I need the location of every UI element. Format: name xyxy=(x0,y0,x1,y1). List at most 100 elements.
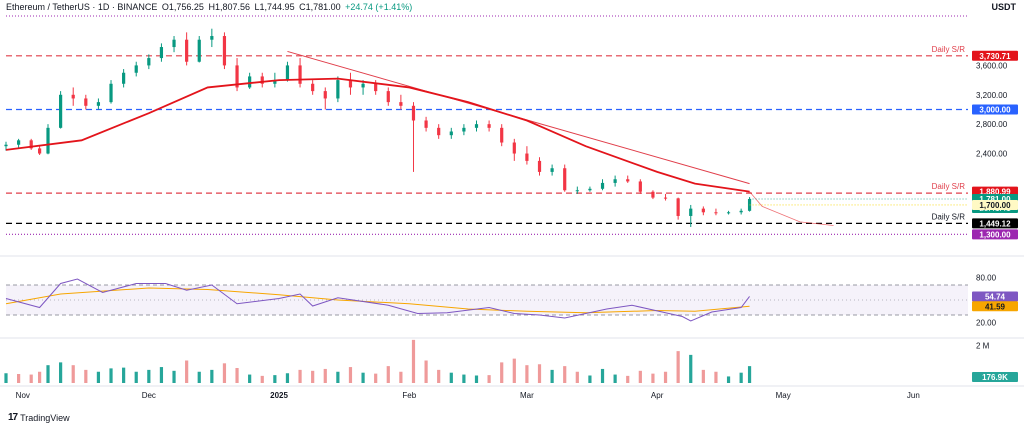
price-tag-label: 1,880.99 xyxy=(979,188,1011,197)
price-tag xyxy=(972,229,1018,240)
volume-bar xyxy=(172,370,176,383)
volume-bar xyxy=(361,372,365,383)
volume-bar xyxy=(676,351,680,383)
candle-body xyxy=(4,144,8,147)
y-tick-label: 3,600.00 xyxy=(976,61,1008,70)
rsi-tag xyxy=(972,301,1018,312)
volume-bar xyxy=(273,375,277,383)
low-value: L1,744.95 xyxy=(254,2,295,12)
volume-bar xyxy=(374,373,378,383)
candle-body xyxy=(651,191,655,198)
candle-body xyxy=(600,182,605,189)
rsi-tag-label: 54.74 xyxy=(985,292,1006,301)
candle-body xyxy=(701,208,705,213)
volume-bar xyxy=(235,368,239,383)
price-tag xyxy=(972,218,1018,229)
candle-body xyxy=(626,179,630,182)
volume-bar xyxy=(613,374,617,383)
candle-body xyxy=(676,198,680,216)
candle-body xyxy=(575,190,579,192)
candle-body xyxy=(550,168,554,172)
price-tag-label: 3,000.00 xyxy=(979,105,1011,114)
price-tag xyxy=(972,50,1018,61)
volume-bar xyxy=(109,368,113,383)
high-value: H1,807.56 xyxy=(208,2,251,12)
candle-body xyxy=(285,65,290,81)
candle-body xyxy=(71,94,75,99)
volume-bar xyxy=(386,366,390,383)
candle-body xyxy=(474,124,479,128)
candle-body xyxy=(663,197,668,199)
rsi-y-tick-label: 80.00 xyxy=(976,274,997,283)
candle-body xyxy=(613,179,617,183)
volume-bar xyxy=(411,339,416,383)
candle-body xyxy=(17,140,21,145)
candle-body xyxy=(588,188,592,191)
brand-label: TradingView xyxy=(20,412,70,423)
x-tick-label: May xyxy=(776,391,791,400)
price-tag-label: 1,300.00 xyxy=(979,230,1011,239)
volume-bar xyxy=(563,366,567,383)
open-value: O1,756.25 xyxy=(161,2,204,12)
close-value: C1,781.00 xyxy=(299,2,341,12)
candle-body xyxy=(159,47,164,59)
candle-body xyxy=(361,83,365,88)
price-tag-label: 1,449.12 xyxy=(979,219,1011,228)
candle-body xyxy=(298,65,302,84)
tradingview-brand[interactable]: 17 TradingView xyxy=(8,412,70,423)
volume-bar xyxy=(285,373,290,383)
candle-body xyxy=(260,76,264,84)
price-tag xyxy=(972,199,1018,210)
quote-unit: USDT xyxy=(991,2,1017,12)
volume-bar xyxy=(159,367,164,383)
candle-body xyxy=(323,91,327,99)
volume-bar xyxy=(348,367,353,383)
volume-bar xyxy=(29,374,33,383)
volume-bar xyxy=(323,368,327,383)
volume-bar xyxy=(185,360,189,383)
volume-bar xyxy=(487,375,491,383)
volume-bar xyxy=(59,362,63,383)
volume-bar xyxy=(122,367,126,383)
candle-body xyxy=(689,208,693,216)
volume-tag-label: 176.9K xyxy=(982,373,1008,382)
candle-body xyxy=(411,105,416,121)
volume-tag xyxy=(972,372,1018,382)
volume-bar xyxy=(134,371,138,383)
volume-bar xyxy=(437,369,441,383)
change-value: +24.74 (+1.41%) xyxy=(345,2,413,12)
volume-bar xyxy=(17,374,21,383)
volume-bar xyxy=(600,368,605,383)
symbol-title[interactable]: Ethereum / TetherUS · 1D · BINANCE xyxy=(6,2,158,12)
volume-bar xyxy=(210,369,214,383)
volume-bar xyxy=(689,354,693,383)
volume-bar xyxy=(197,371,201,383)
candle-body xyxy=(46,127,50,154)
candle-body xyxy=(311,83,315,92)
volume-bar xyxy=(248,374,252,383)
candle-body xyxy=(96,102,101,106)
volume-bar xyxy=(449,372,453,383)
candle-body xyxy=(210,36,214,40)
x-tick-label: Apr xyxy=(651,391,664,400)
sr-level-note: Daily S/R xyxy=(932,212,966,221)
volume-bar xyxy=(38,371,42,383)
candle-body xyxy=(525,153,529,161)
ema-line xyxy=(5,77,750,193)
candle-body xyxy=(500,127,504,143)
candle-body xyxy=(437,127,441,136)
sr-level-note: Daily S/R xyxy=(932,45,966,54)
volume-bar xyxy=(651,373,655,383)
volume-bar xyxy=(663,371,668,383)
candle-body xyxy=(336,80,340,99)
volume-bar xyxy=(4,373,8,383)
candle-body xyxy=(222,36,227,66)
rsi-tag xyxy=(972,291,1018,302)
candle-body xyxy=(248,76,252,88)
price-tag-label: 3,730.71 xyxy=(979,52,1011,61)
candle-body xyxy=(714,212,718,214)
volume-bar xyxy=(222,363,227,383)
candle-body xyxy=(638,181,642,192)
volume-bar xyxy=(336,371,340,383)
